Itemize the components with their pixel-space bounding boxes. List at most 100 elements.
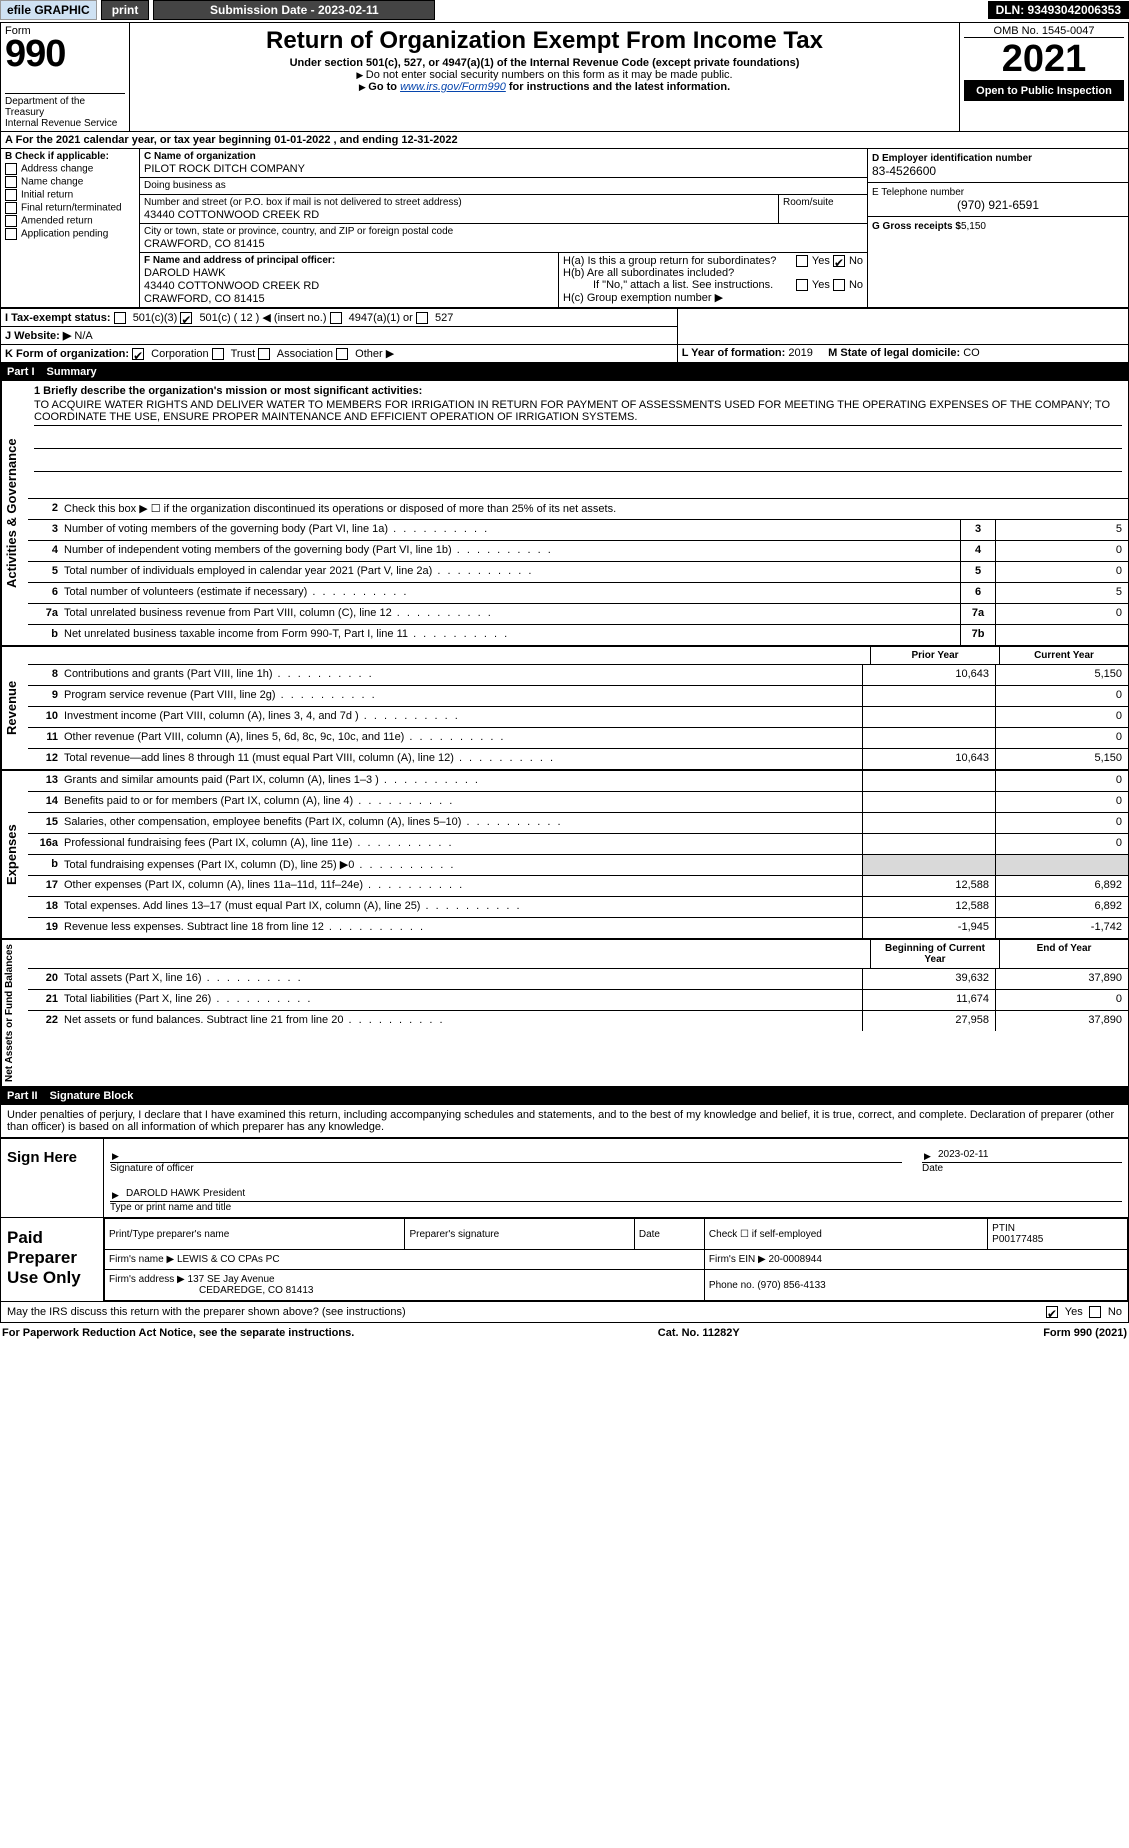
form-header: Form 990 Department of the Treasury Inte… bbox=[0, 22, 1129, 132]
hdr-end-year: End of Year bbox=[999, 940, 1128, 968]
line-20-desc: Total assets (Part X, line 16) bbox=[62, 969, 862, 989]
sig-date-field[interactable]: 2023-02-11 bbox=[922, 1143, 1122, 1163]
mission-blank-3 bbox=[34, 472, 1122, 494]
line-3-value: 5 bbox=[995, 520, 1128, 540]
chk-app-pending[interactable]: Application pending bbox=[5, 228, 135, 240]
e-phone: E Telephone number (970) 921-6591 bbox=[868, 183, 1128, 217]
submission-date-button[interactable]: Submission Date - 2023-02-11 bbox=[153, 0, 435, 20]
chk-501c3[interactable] bbox=[114, 312, 126, 324]
chk-final-return[interactable]: Final return/terminated bbox=[5, 202, 135, 214]
state-domicile: CO bbox=[963, 347, 980, 359]
line-14-current: 0 bbox=[995, 792, 1128, 812]
may-irs-row: May the IRS discuss this return with the… bbox=[1, 1302, 1128, 1322]
chk-address-change[interactable]: Address change bbox=[5, 163, 135, 175]
section-bcdefg: B Check if applicable: Address change Na… bbox=[0, 149, 1129, 308]
title-box: Return of Organization Exempt From Incom… bbox=[130, 23, 960, 131]
j-website: J Website: ▶ N/A bbox=[1, 327, 678, 345]
goto-post: for instructions and the latest informat… bbox=[506, 81, 730, 93]
part-i-title: Summary bbox=[47, 366, 97, 378]
line-13-prior bbox=[862, 771, 995, 791]
line-3-cellnum: 3 bbox=[960, 520, 995, 540]
may-irs-yes[interactable] bbox=[1046, 1306, 1058, 1318]
line-22: 22Net assets or fund balances. Subtract … bbox=[28, 1011, 1128, 1031]
line-5: 5Total number of individuals employed in… bbox=[28, 562, 1128, 583]
line-19-prior: -1,945 bbox=[862, 918, 995, 938]
line-17-prior: 12,588 bbox=[862, 876, 995, 896]
dba-field: Doing business as bbox=[140, 178, 867, 194]
expenses-section: Expenses 13Grants and similar amounts pa… bbox=[0, 770, 1129, 939]
chk-527[interactable] bbox=[416, 312, 428, 324]
officer-addr2: CRAWFORD, CO 81415 bbox=[144, 293, 554, 305]
ha-no[interactable] bbox=[833, 255, 845, 267]
room-suite-field: Room/suite bbox=[778, 195, 867, 223]
line-15-prior bbox=[862, 813, 995, 833]
hb-no[interactable] bbox=[833, 279, 845, 291]
footer: For Paperwork Reduction Act Notice, see … bbox=[0, 1323, 1129, 1343]
line-16a: 16aProfessional fundraising fees (Part I… bbox=[28, 834, 1128, 855]
line-2: 2 Check this box ▶ ☐ if the organization… bbox=[28, 499, 1128, 520]
chk-name-change[interactable]: Name change bbox=[5, 176, 135, 188]
g-gross: G Gross receipts $5,150 bbox=[868, 217, 1128, 236]
website-value: N/A bbox=[74, 330, 92, 342]
chk-other[interactable] bbox=[336, 348, 348, 360]
ptin-value: P00177485 bbox=[992, 1234, 1043, 1245]
officer-name: DAROLD HAWK bbox=[144, 267, 554, 279]
chk-4947[interactable] bbox=[330, 312, 342, 324]
box-b: B Check if applicable: Address change Na… bbox=[1, 149, 140, 307]
mission-box: 1 Briefly describe the organization's mi… bbox=[28, 381, 1128, 499]
status-rows: I Tax-exempt status: 501(c)(3) 501(c) ( … bbox=[0, 308, 1129, 363]
line-22-desc: Net assets or fund balances. Subtract li… bbox=[62, 1011, 862, 1031]
part-ii-num: Part II bbox=[7, 1090, 50, 1102]
subtitle-3: Go to www.irs.gov/Form990 for instructio… bbox=[134, 81, 955, 93]
line-4-cellnum: 4 bbox=[960, 541, 995, 561]
may-irs-no[interactable] bbox=[1089, 1306, 1101, 1318]
officer-addr1: 43440 COTTONWOOD CREEK RD bbox=[144, 280, 554, 292]
line-b-value bbox=[995, 625, 1128, 645]
form-number: 990 bbox=[5, 35, 125, 73]
h-group-return: H(a) Is this a group return for subordin… bbox=[558, 253, 867, 307]
paid-h3: Date bbox=[634, 1219, 704, 1250]
k-form-org: K Form of organization: Corporation Trus… bbox=[1, 345, 678, 363]
line-18: 18Total expenses. Add lines 13–17 (must … bbox=[28, 897, 1128, 918]
line-8-current: 5,150 bbox=[995, 665, 1128, 685]
chk-501c[interactable] bbox=[180, 312, 192, 324]
chk-amended[interactable]: Amended return bbox=[5, 215, 135, 227]
line-5-cellnum: 5 bbox=[960, 562, 995, 582]
line-17: 17Other expenses (Part IX, column (A), l… bbox=[28, 876, 1128, 897]
print-button[interactable]: print bbox=[101, 0, 150, 20]
line-19-current: -1,742 bbox=[995, 918, 1128, 938]
firm-name-row: Firm's name ▶ LEWIS & CO CPAs PC bbox=[105, 1250, 705, 1270]
line-13-current: 0 bbox=[995, 771, 1128, 791]
line-12: 12Total revenue—add lines 8 through 11 (… bbox=[28, 749, 1128, 769]
line-11-prior bbox=[862, 728, 995, 748]
chk-corp[interactable] bbox=[132, 348, 144, 360]
line-21-current: 0 bbox=[995, 990, 1128, 1010]
form-footer: Form 990 (2021) bbox=[1043, 1327, 1127, 1339]
line-b-cellnum: 7b bbox=[960, 625, 995, 645]
chk-initial-return[interactable]: Initial return bbox=[5, 189, 135, 201]
chk-assoc[interactable] bbox=[258, 348, 270, 360]
ha-yes[interactable] bbox=[796, 255, 808, 267]
tax-year: 2021 bbox=[964, 37, 1124, 81]
line-8-prior: 10,643 bbox=[862, 665, 995, 685]
line-b: bNet unrelated business taxable income f… bbox=[28, 625, 1128, 645]
line-20-prior: 39,632 bbox=[862, 969, 995, 989]
year-formation: 2019 bbox=[788, 347, 812, 359]
line-6-value: 5 bbox=[995, 583, 1128, 603]
hdr-beginning-year: Beginning of Current Year bbox=[870, 940, 999, 968]
chk-trust[interactable] bbox=[212, 348, 224, 360]
paid-table: Print/Type preparer's name Preparer's si… bbox=[104, 1218, 1128, 1301]
paid-h4[interactable]: Check ☐ if self-employed bbox=[704, 1219, 987, 1250]
line-16a-desc: Professional fundraising fees (Part IX, … bbox=[62, 834, 862, 854]
hb-yes[interactable] bbox=[796, 279, 808, 291]
h-a: H(a) Is this a group return for subordin… bbox=[563, 255, 863, 267]
line-4-value: 0 bbox=[995, 541, 1128, 561]
sig-officer-field[interactable] bbox=[110, 1143, 902, 1163]
side-activities-governance: Activities & Governance bbox=[1, 381, 28, 645]
sig-name-field[interactable]: DAROLD HAWK President bbox=[110, 1182, 1122, 1202]
hdr-prior-year: Prior Year bbox=[870, 647, 999, 664]
efile-label: efile GRAPHIC bbox=[0, 0, 97, 20]
d-ein: D Employer identification number 83-4526… bbox=[868, 149, 1128, 183]
line-7a-desc: Total unrelated business revenue from Pa… bbox=[62, 604, 960, 624]
irs-link[interactable]: www.irs.gov/Form990 bbox=[400, 81, 506, 93]
